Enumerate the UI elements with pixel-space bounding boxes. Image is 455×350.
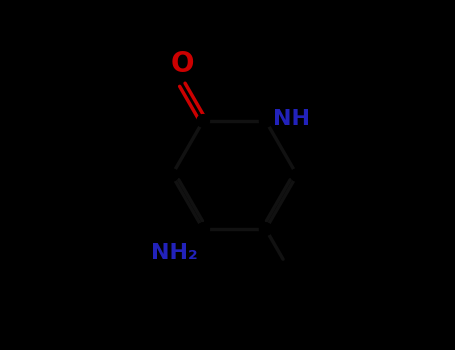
Text: O: O [171, 50, 194, 78]
Circle shape [259, 114, 272, 127]
Circle shape [259, 223, 272, 236]
Text: NH: NH [273, 109, 310, 129]
Circle shape [197, 114, 209, 127]
Circle shape [291, 169, 303, 181]
Circle shape [197, 223, 209, 236]
Circle shape [166, 169, 178, 181]
Text: NH₂: NH₂ [151, 243, 198, 263]
